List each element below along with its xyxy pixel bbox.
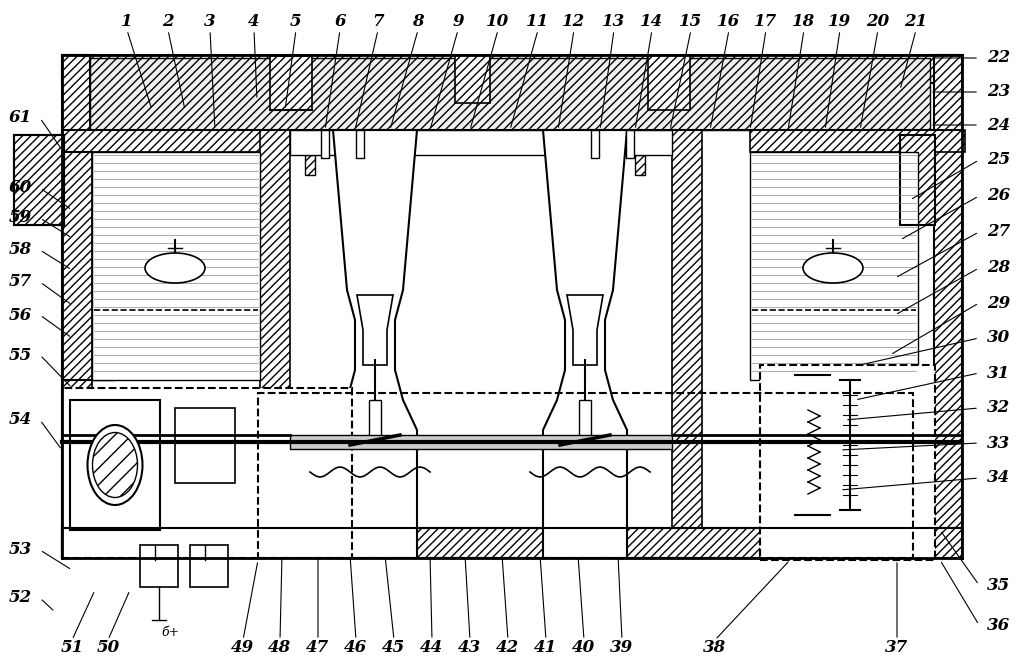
- Text: 33: 33: [987, 434, 1011, 452]
- Text: 59: 59: [9, 209, 32, 227]
- FancyBboxPatch shape: [579, 400, 591, 442]
- Text: 36: 36: [987, 616, 1011, 634]
- FancyBboxPatch shape: [672, 130, 702, 550]
- Text: 40: 40: [572, 640, 596, 656]
- FancyBboxPatch shape: [62, 55, 962, 83]
- FancyBboxPatch shape: [260, 130, 290, 550]
- Text: 2: 2: [162, 13, 174, 31]
- Text: 37: 37: [886, 640, 908, 656]
- FancyBboxPatch shape: [900, 135, 935, 225]
- Text: 50: 50: [96, 640, 120, 656]
- FancyBboxPatch shape: [795, 375, 830, 515]
- Text: 31: 31: [987, 364, 1011, 382]
- Text: 46: 46: [344, 640, 368, 656]
- Text: 52: 52: [9, 589, 32, 606]
- FancyBboxPatch shape: [70, 400, 160, 530]
- Text: 18: 18: [793, 13, 816, 31]
- Text: 60: 60: [9, 180, 32, 196]
- Text: 23: 23: [987, 84, 1011, 100]
- Ellipse shape: [803, 253, 863, 283]
- FancyBboxPatch shape: [290, 435, 672, 449]
- Text: 20: 20: [866, 13, 890, 31]
- FancyBboxPatch shape: [92, 152, 260, 380]
- Text: 29: 29: [987, 295, 1011, 311]
- Text: 28: 28: [987, 259, 1011, 277]
- Text: 13: 13: [602, 13, 626, 31]
- Text: 5: 5: [290, 13, 302, 31]
- FancyBboxPatch shape: [345, 155, 355, 175]
- Text: 14: 14: [640, 13, 664, 31]
- FancyBboxPatch shape: [62, 130, 92, 430]
- FancyBboxPatch shape: [14, 135, 63, 225]
- Text: 19: 19: [828, 13, 852, 31]
- Text: 42: 42: [497, 640, 519, 656]
- FancyBboxPatch shape: [290, 130, 672, 155]
- Text: 4: 4: [248, 13, 260, 31]
- Text: 47: 47: [306, 640, 330, 656]
- Text: 55: 55: [9, 346, 32, 364]
- Text: 56: 56: [9, 307, 32, 323]
- Text: 25: 25: [987, 152, 1011, 168]
- Text: 44: 44: [421, 640, 443, 656]
- FancyBboxPatch shape: [870, 130, 900, 430]
- Text: 41: 41: [535, 640, 558, 656]
- FancyBboxPatch shape: [62, 530, 962, 558]
- Text: 58: 58: [9, 241, 32, 259]
- FancyBboxPatch shape: [92, 152, 114, 380]
- FancyBboxPatch shape: [750, 152, 918, 380]
- FancyBboxPatch shape: [626, 130, 634, 158]
- FancyBboxPatch shape: [356, 130, 364, 158]
- Text: 61: 61: [9, 110, 32, 126]
- FancyBboxPatch shape: [90, 58, 930, 130]
- FancyBboxPatch shape: [62, 528, 962, 558]
- FancyBboxPatch shape: [180, 415, 230, 475]
- Text: 1: 1: [121, 13, 133, 31]
- FancyBboxPatch shape: [934, 55, 962, 558]
- FancyBboxPatch shape: [321, 130, 329, 158]
- FancyBboxPatch shape: [62, 55, 90, 558]
- Text: б+: б+: [161, 626, 179, 640]
- FancyBboxPatch shape: [760, 365, 935, 560]
- Text: 32: 32: [987, 400, 1011, 416]
- Text: 54: 54: [9, 412, 32, 428]
- FancyBboxPatch shape: [270, 55, 312, 110]
- Text: 22: 22: [987, 49, 1011, 66]
- FancyBboxPatch shape: [369, 400, 381, 442]
- Text: 34: 34: [987, 469, 1011, 487]
- FancyBboxPatch shape: [62, 388, 352, 558]
- Text: 43: 43: [459, 640, 481, 656]
- Text: 53: 53: [9, 541, 32, 559]
- Text: 51: 51: [60, 640, 84, 656]
- Text: 45: 45: [382, 640, 406, 656]
- FancyBboxPatch shape: [305, 155, 315, 175]
- Polygon shape: [543, 130, 627, 558]
- FancyBboxPatch shape: [591, 130, 599, 158]
- Text: 39: 39: [610, 640, 634, 656]
- FancyBboxPatch shape: [648, 55, 690, 110]
- FancyBboxPatch shape: [140, 545, 178, 587]
- FancyBboxPatch shape: [595, 155, 605, 175]
- Text: 15: 15: [679, 13, 702, 31]
- Text: 35: 35: [987, 577, 1011, 593]
- Text: 57: 57: [9, 273, 32, 291]
- Text: 21: 21: [904, 13, 928, 31]
- Text: 17: 17: [755, 13, 777, 31]
- Ellipse shape: [87, 425, 142, 505]
- Polygon shape: [567, 295, 603, 365]
- Text: 6: 6: [334, 13, 346, 31]
- Text: 30: 30: [987, 329, 1011, 346]
- Text: 12: 12: [562, 13, 586, 31]
- FancyBboxPatch shape: [635, 155, 645, 175]
- Text: 3: 3: [204, 13, 216, 31]
- Polygon shape: [357, 295, 393, 365]
- Text: 9: 9: [453, 13, 464, 31]
- Text: 8: 8: [413, 13, 424, 31]
- FancyBboxPatch shape: [175, 408, 234, 483]
- Text: 10: 10: [486, 13, 510, 31]
- FancyBboxPatch shape: [455, 55, 490, 103]
- FancyBboxPatch shape: [190, 545, 228, 587]
- Text: 27: 27: [987, 223, 1011, 241]
- Polygon shape: [333, 130, 417, 558]
- Text: 48: 48: [268, 640, 292, 656]
